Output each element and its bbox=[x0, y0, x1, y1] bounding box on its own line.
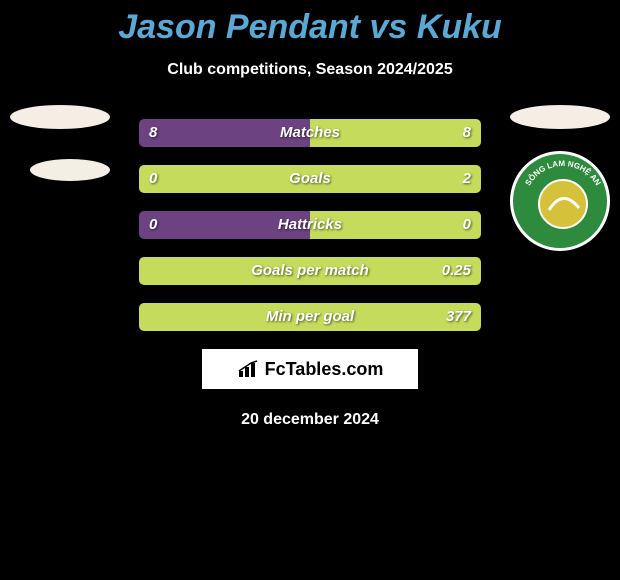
player-badge-ellipse bbox=[510, 105, 610, 129]
metric-label: Goals bbox=[139, 165, 481, 193]
chart-icon bbox=[237, 359, 261, 379]
metric-label: Hattricks bbox=[139, 211, 481, 239]
watermark: FcTables.com bbox=[202, 349, 418, 389]
metric-row: 0Goals2 bbox=[139, 165, 481, 193]
metric-row: 8Matches8 bbox=[139, 119, 481, 147]
club-badge-svg: SÔNG LAM NGHỆ AN bbox=[513, 154, 610, 251]
metric-label: Min per goal bbox=[139, 303, 481, 331]
metric-bars: 8Matches80Goals20Hattricks0Goals per mat… bbox=[139, 119, 481, 331]
metric-label: Goals per match bbox=[139, 257, 481, 285]
club-badge-inner-circle bbox=[539, 180, 587, 228]
subtitle: Club competitions, Season 2024/2025 bbox=[0, 61, 620, 79]
metric-right-value: 377 bbox=[446, 303, 471, 331]
metric-row: Goals per match0.25 bbox=[139, 257, 481, 285]
metric-right-value: 8 bbox=[463, 119, 471, 147]
metric-right-value: 0 bbox=[463, 211, 471, 239]
metric-label: Matches bbox=[139, 119, 481, 147]
comparison-chart: SÔNG LAM NGHỆ AN 8Matches80Goals20Hattri… bbox=[0, 119, 620, 429]
metric-row: Min per goal377 bbox=[139, 303, 481, 331]
date-text: 20 december 2024 bbox=[0, 411, 620, 429]
watermark-text: FcTables.com bbox=[265, 359, 384, 380]
player-badge-ellipse bbox=[30, 159, 110, 181]
page-title: Jason Pendant vs Kuku bbox=[0, 0, 620, 47]
metric-right-value: 0.25 bbox=[442, 257, 471, 285]
metric-row: 0Hattricks0 bbox=[139, 211, 481, 239]
metric-right-value: 2 bbox=[463, 165, 471, 193]
player-badge-ellipse bbox=[10, 105, 110, 129]
club-badge: SÔNG LAM NGHỆ AN bbox=[510, 151, 610, 251]
